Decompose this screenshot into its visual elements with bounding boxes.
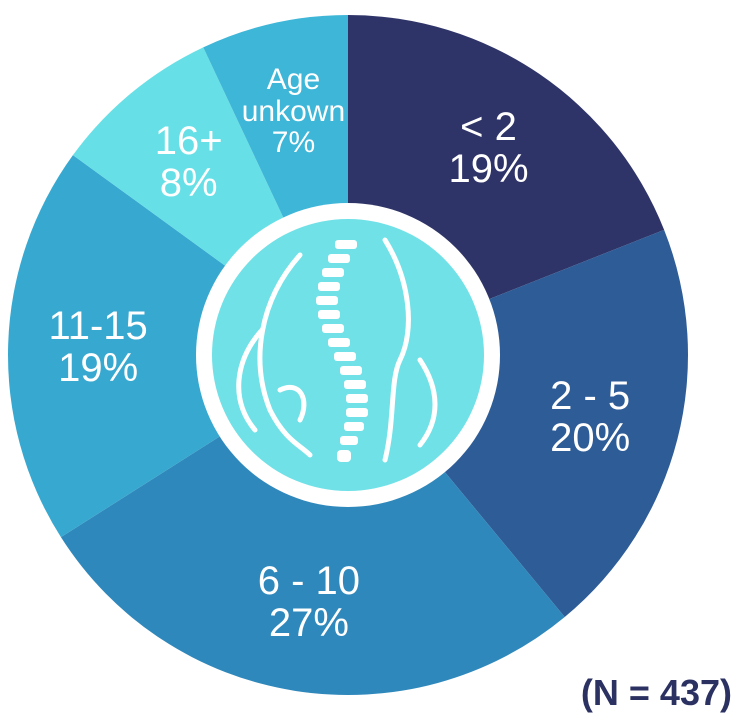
- category-label: 11-15: [48, 305, 147, 347]
- category-label: Age unkown: [238, 64, 348, 127]
- value-label: 8%: [155, 162, 223, 204]
- sample-size-note: (N = 437): [581, 672, 732, 714]
- value-label: 20%: [550, 417, 630, 459]
- value-label: 19%: [448, 148, 528, 190]
- value-label: 7%: [238, 127, 348, 159]
- category-label: 16+: [155, 120, 223, 162]
- category-label: 6 - 10: [258, 560, 360, 602]
- slice-label: 16+8%: [155, 120, 223, 204]
- category-label: < 2: [448, 106, 528, 148]
- value-label: 27%: [258, 602, 360, 644]
- category-label: 2 - 5: [550, 375, 630, 417]
- value-label: 19%: [48, 347, 147, 389]
- page: {"chart_data": { "type": "donut", "categ…: [0, 0, 736, 722]
